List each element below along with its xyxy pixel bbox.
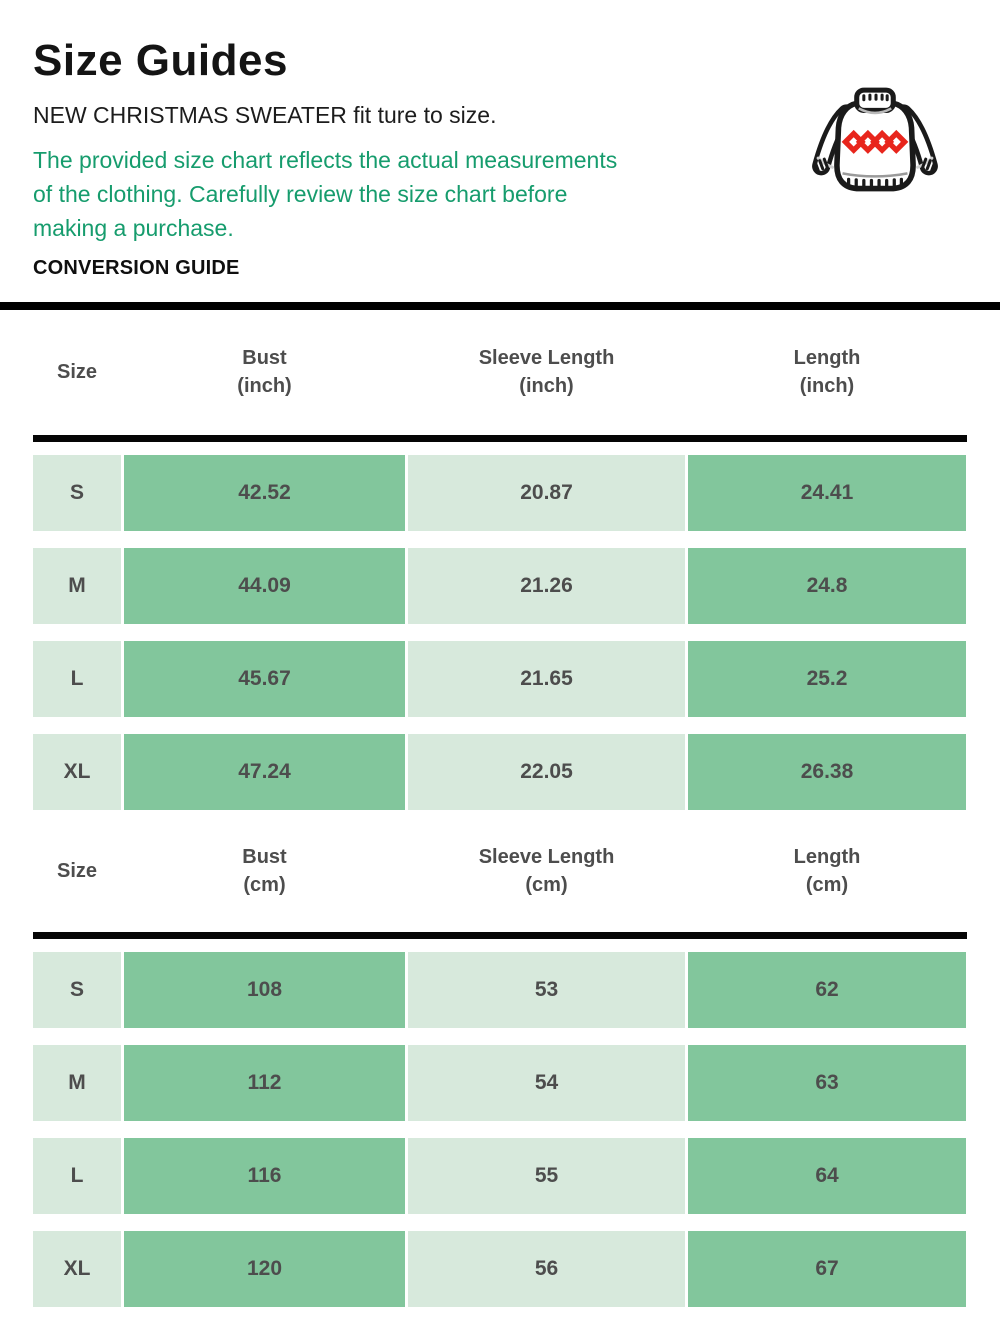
size-cell: XL [33,733,121,810]
unit-label: (cm) [805,873,849,896]
table-header-rule [33,931,967,939]
sleeve-cell: 20.87 [408,454,685,531]
column-header-size: Size [56,361,98,384]
bust-cell: 112 [124,1044,405,1121]
length-cell: 63 [688,1044,966,1121]
table-row: XL 120 56 67 [33,1230,967,1307]
sleeve-cell: 53 [408,951,685,1028]
unit-label: (cm) [525,873,568,896]
unit-label: (inch) [519,375,574,398]
column-header-length: Length (inch) [688,344,966,400]
page-title: Size Guides [33,36,288,85]
table-row: M 112 54 63 [33,1044,967,1121]
sleeve-cell: 22.05 [408,733,685,810]
fit-subtitle: NEW CHRISTMAS SWEATER fit ture to size. [33,102,497,129]
note-line: of the clothing. Carefully review the si… [33,180,568,207]
christmas-sweater-icon [806,86,944,214]
column-header-length: Length (cm) [688,843,966,899]
bust-cell: 120 [124,1230,405,1307]
sleeve-cell: 55 [408,1137,685,1214]
size-cell: M [33,547,121,624]
column-header-sleeve-length: Sleeve Length (cm) [408,843,685,899]
sleeve-cell: 21.65 [408,640,685,717]
sleeve-cell: 21.26 [408,547,685,624]
column-header-size: Size [56,859,98,882]
note-line: making a purchase. [33,214,234,241]
header-section: Size Guides NEW CHRISTMAS SWEATER fit tu… [0,0,1000,280]
length-cell: 24.8 [688,547,966,624]
table-header-row: Size Bust (cm) Sleeve Length (cm) Length… [33,810,967,932]
table-row: S 108 53 62 [33,951,967,1028]
bust-cell: 47.24 [124,733,405,810]
unit-label: (cm) [243,873,286,896]
length-cell: 25.2 [688,640,966,717]
column-header-bust: Bust (cm) [124,843,405,899]
table-row: L 45.67 21.65 25.2 [33,640,967,717]
unit-label: (inch) [237,375,292,398]
length-cell: 62 [688,951,966,1028]
table-header-row: Size Bust (inch) Sleeve Length (inch) Le… [33,310,967,435]
size-cell: S [33,454,121,531]
bust-cell: 45.67 [124,640,405,717]
length-cell: 24.41 [688,454,966,531]
size-cell: L [33,1137,121,1214]
size-cell: XL [33,1230,121,1307]
header-divider [0,301,1000,310]
bust-cell: 44.09 [124,547,405,624]
size-chart-note: The provided size chart reflects the act… [33,143,964,245]
conversion-guide-label: CONVERSION GUIDE [33,256,240,279]
sleeve-cell: 56 [408,1230,685,1307]
length-cell: 64 [688,1137,966,1214]
bust-cell: 42.52 [124,454,405,531]
size-cell: M [33,1044,121,1121]
bust-cell: 108 [124,951,405,1028]
length-cell: 67 [688,1230,966,1307]
bust-cell: 116 [124,1137,405,1214]
christmas-sweater-svg [812,87,938,192]
column-header-bust: Bust (inch) [124,344,405,400]
column-header-sleeve-length: Sleeve Length (inch) [408,344,685,400]
table-header-rule [33,434,967,442]
sleeve-cell: 54 [408,1044,685,1121]
size-cell: L [33,640,121,717]
unit-label: (inch) [799,375,855,398]
length-cell: 26.38 [688,733,966,810]
note-line: The provided size chart reflects the act… [33,146,618,173]
table-row: S 42.52 20.87 24.41 [33,454,967,531]
size-cell: S [33,951,121,1028]
size-table-cm: Size Bust (cm) Sleeve Length (cm) Length… [33,810,967,1307]
table-row: L 116 55 64 [33,1137,967,1214]
table-row: XL 47.24 22.05 26.38 [33,733,967,810]
table-row: M 44.09 21.26 24.8 [33,547,967,624]
size-table-inch: Size Bust (inch) Sleeve Length (inch) Le… [33,310,967,810]
diamond-pattern [841,129,909,154]
